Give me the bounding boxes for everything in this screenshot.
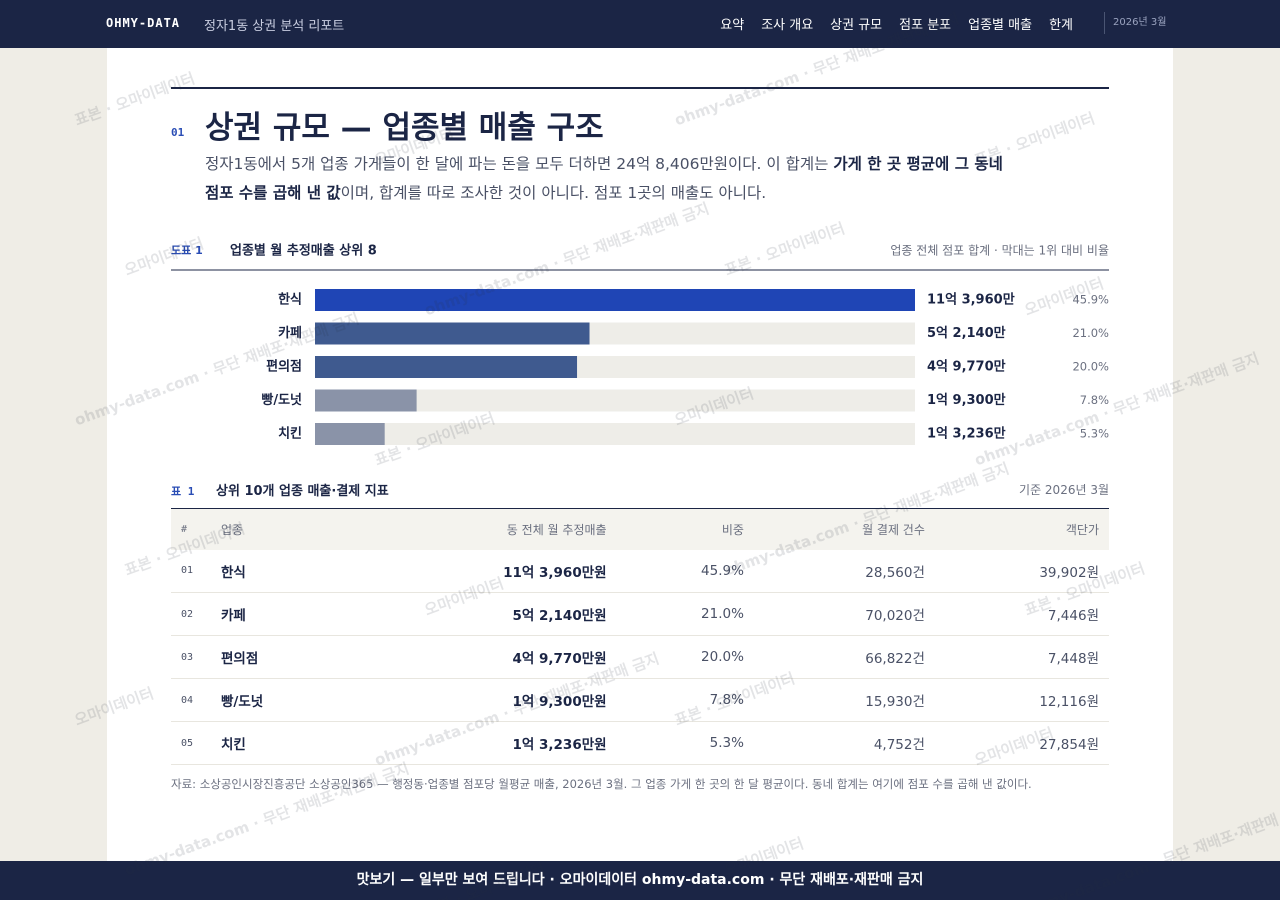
lead-text: 가게 한 곳 평균에 그 동네 점포 수를 곱해 낸 값 xyxy=(205,155,1003,202)
column-header: 객단가 xyxy=(934,508,1109,550)
table-cell: 빵/도넛 xyxy=(211,678,347,722)
table-row: 02 카페 5억 2,140만원 21.0% 70,020건 7,446원 xyxy=(171,592,1109,636)
table-row: 04 빵/도넛 1억 9,300만원 7.8% 15,930건 12,116원 xyxy=(171,678,1109,722)
category-label: 편의점 xyxy=(266,359,302,375)
table-cell: 치킨 xyxy=(211,721,347,765)
table-cell: 20.0% xyxy=(616,635,754,679)
header-row: # 업종 동 전체 월 추정매출 비중 월 결제 건수 객단가 xyxy=(171,508,1109,550)
table-cell: 한식 xyxy=(211,549,347,593)
chart-note: 업종 전체 점포 합계 · 막대는 1위 대비 비율 xyxy=(890,244,1109,258)
table-row: 05 치킨 1억 3,236만원 5.3% 4,752건 27,854원 xyxy=(171,721,1109,765)
column-header: 월 결제 건수 xyxy=(753,508,935,550)
table-cell: 5억 2,140만원 xyxy=(346,592,617,636)
table-cell: 12,116원 xyxy=(934,678,1109,722)
top-nav: OHMY-DATA 정자1동 상권 분석 리포트 요약 조사 개요 상권 규모 점포 … xyxy=(0,0,1280,48)
lead-text: 정자1동에서 5개 업종 가게들이 한 달에 파는 돈을 모두 더하면 24억 … xyxy=(205,155,834,173)
table-cell: 5.3% xyxy=(616,721,754,765)
table-cell: 66,822건 xyxy=(753,635,935,679)
column-header: 업종 xyxy=(211,508,347,550)
table-basis: 기준 2026년 3월 xyxy=(1019,483,1109,497)
category-label: 치킨 xyxy=(278,426,302,442)
table-cell: 39,902원 xyxy=(934,549,1109,593)
table-cell: 카페 xyxy=(211,592,347,636)
category-label: 한식 xyxy=(278,292,302,308)
brand[interactable]: OHMY-DATA xyxy=(106,16,181,30)
table-cell: 15,930건 xyxy=(753,678,935,722)
value-label: 11억 3,960만 xyxy=(927,292,1015,308)
section-rule xyxy=(171,87,1109,89)
report-date: 2026년 3월 xyxy=(1104,12,1166,34)
bar-chart: 도표 1 업종별 월 추정매출 상위 8 업종 전체 점포 합계 · 막대는 1… xyxy=(171,243,1109,445)
table-cell: 4억 9,770만원 xyxy=(346,635,617,679)
content-panel: 01 상권 규모 — 업종별 매출 구조 정자1동에서 5개 업종 가게들이 한… xyxy=(107,48,1173,861)
lead-text: 이며, 합계를 따로 조사한 것이 아니다. 점포 1곳의 매출도 아니다. xyxy=(340,184,767,202)
share-label: 45.9% xyxy=(1072,293,1109,307)
nav-link[interactable]: 한계 xyxy=(1049,18,1073,33)
table-cell: 1억 3,236만원 xyxy=(346,721,617,765)
column-header: 동 전체 월 추정매출 xyxy=(346,508,617,550)
bar-track xyxy=(315,423,915,445)
value-label: 1억 9,300만 xyxy=(927,392,1006,408)
share-label: 5.3% xyxy=(1080,427,1109,441)
table-cell: 27,854원 xyxy=(934,721,1109,765)
table-cell: 01 xyxy=(171,549,211,593)
nav-link[interactable]: 업종별 매출 xyxy=(968,18,1033,33)
share-label: 20.0% xyxy=(1072,360,1109,374)
nav-links: 요약 조사 개요 상권 규모 점포 분포 업종별 매출 한계 xyxy=(720,14,1073,33)
table-cell: 04 xyxy=(171,678,211,722)
chart-title: 업종별 월 추정매출 상위 8 xyxy=(230,243,377,259)
table-cell: 45.9% xyxy=(616,549,754,593)
table-cell: 4,752건 xyxy=(753,721,935,765)
table-cell: 70,020건 xyxy=(753,592,935,636)
share-label: 7.8% xyxy=(1080,393,1109,407)
table-title: 상위 10개 업종 매출·결제 지표 xyxy=(216,484,389,499)
table-cell: 05 xyxy=(171,721,211,765)
nav-link[interactable]: 점포 분포 xyxy=(899,18,952,33)
source-note: 자료: 소상공인시장진흥공단 소상공인365 — 행정동·업종별 점포당 월평균… xyxy=(171,777,1032,791)
table-cell: 02 xyxy=(171,592,211,636)
table-row: 03 편의점 4억 9,770만원 20.0% 66,822건 7,448원 xyxy=(171,635,1109,679)
table-heading: 표 1 상위 10개 업종 매출·결제 지표 기준 2026년 3월 xyxy=(171,478,1109,508)
section-title: 상권 규모 — 업종별 매출 구조 xyxy=(205,110,604,146)
footer-banner: 맛보기 — 일부만 보여 드립니다 · 오마이데이터 ohmy-data.com… xyxy=(0,861,1280,900)
nav-link[interactable]: 상권 규모 xyxy=(830,18,883,33)
bar xyxy=(315,389,417,412)
nav-link[interactable]: 조사 개요 xyxy=(761,18,814,33)
column-header: 비중 xyxy=(616,508,754,550)
value-label: 5억 2,140만 xyxy=(927,325,1006,341)
category-label: 카페 xyxy=(278,326,302,341)
bar xyxy=(315,423,385,445)
table-cell: 7,446원 xyxy=(934,592,1109,636)
value-label: 1억 3,236만 xyxy=(927,426,1006,442)
category-label: 빵/도넛 xyxy=(261,392,302,408)
bar-track xyxy=(315,389,915,412)
table-cell: 1억 9,300만원 xyxy=(346,678,617,722)
bar xyxy=(315,356,578,378)
table-cell: 7.8% xyxy=(616,678,754,722)
table-cell: 편의점 xyxy=(211,635,347,679)
column-header: # xyxy=(171,508,211,550)
value-label: 4억 9,770만 xyxy=(927,359,1006,375)
table-cell: 7,448원 xyxy=(934,635,1109,679)
section-lead: 정자1동에서 5개 업종 가게들이 한 달에 파는 돈을 모두 더하면 24억 … xyxy=(205,150,1015,208)
chart-label: 도표 1 xyxy=(171,244,203,257)
nav-link[interactable]: 요약 xyxy=(720,18,745,33)
table-label: 표 1 xyxy=(171,485,195,498)
data-table: # 업종 동 전체 월 추정매출 비중 월 결제 건수 객단가 01 한식 11억 3,960만… xyxy=(171,508,1109,765)
share-label: 21.0% xyxy=(1072,326,1109,340)
bar xyxy=(315,289,915,311)
bar xyxy=(315,322,590,345)
table-cell: 28,560건 xyxy=(753,549,935,593)
table-cell: 11억 3,960만원 xyxy=(346,549,617,593)
table-cell: 21.0% xyxy=(616,592,754,636)
report-subtitle: 정자1동 상권 분석 리포트 xyxy=(204,19,345,34)
table-cell: 03 xyxy=(171,635,211,679)
table-row: 01 한식 11억 3,960만원 45.9% 28,560건 39,902원 xyxy=(171,549,1109,593)
section-number: 01 xyxy=(171,126,185,139)
